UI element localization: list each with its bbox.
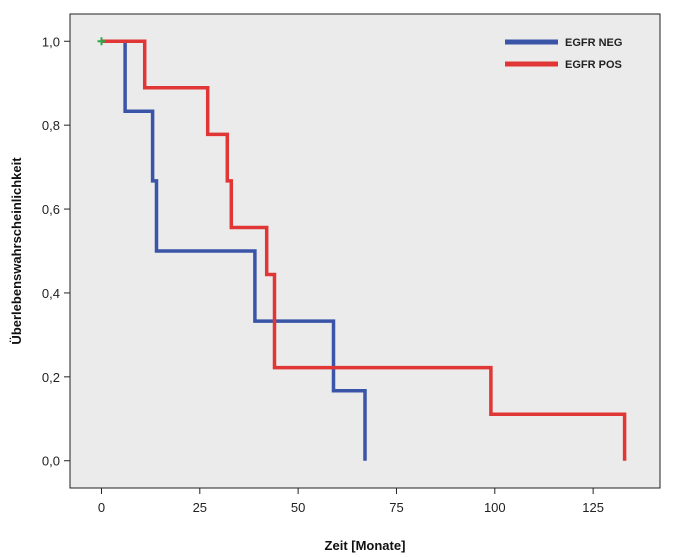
censor-mark	[97, 37, 106, 46]
x-tick-label: 50	[291, 500, 305, 515]
legend-label-egfr-neg: EGFR NEG	[565, 37, 622, 49]
series-line-egfr-neg	[101, 39, 367, 461]
y-tick-label: 1,0	[42, 34, 60, 49]
x-tick-label: 25	[193, 500, 207, 515]
series-line-egfr-pos	[101, 39, 627, 461]
y-axis-ticks: 0,0 0,2 0,4 0,6 0,8 1,0	[42, 34, 70, 469]
y-tick-label: 0,4	[42, 286, 60, 301]
y-tick-label: 0,8	[42, 118, 60, 133]
x-tick-label: 100	[484, 500, 506, 515]
y-tick-label: 0,0	[42, 454, 60, 469]
y-axis-title: Überlebenswahrscheinlichkeit	[9, 157, 24, 345]
censor-marks	[97, 37, 106, 46]
y-tick-label: 0,2	[42, 370, 60, 385]
x-axis-ticks: 0 25 50 75 100 125	[98, 488, 604, 515]
x-tick-label: 75	[389, 500, 403, 515]
x-axis-title: Zeit [Monate]	[325, 538, 406, 553]
y-tick-label: 0,6	[42, 202, 60, 217]
legend-label-egfr-pos: EGFR POS	[565, 59, 622, 71]
x-tick-label: 0	[98, 500, 105, 515]
series-layer	[101, 39, 627, 461]
legend: EGFR NEG EGFR POS	[505, 37, 622, 71]
x-tick-label: 125	[582, 500, 604, 515]
